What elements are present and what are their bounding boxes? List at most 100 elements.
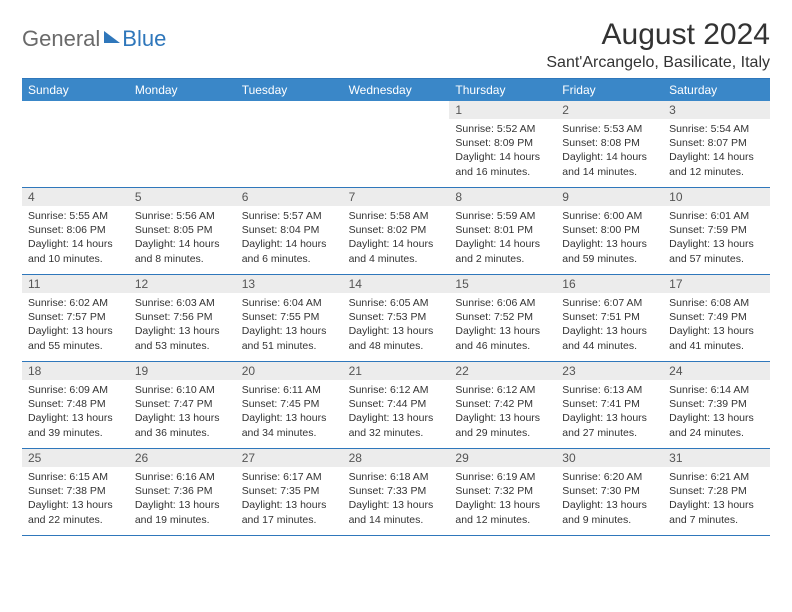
sunset-line: Sunset: 7:56 PM — [135, 310, 230, 324]
daylight-line: Daylight: 13 hours and 22 minutes. — [28, 498, 123, 526]
day-number: 29 — [449, 449, 556, 467]
day-number: 11 — [22, 275, 129, 293]
day-number: 25 — [22, 449, 129, 467]
sunset-line: Sunset: 7:48 PM — [28, 397, 123, 411]
sunrise-line: Sunrise: 6:09 AM — [28, 383, 123, 397]
day-cell: 7Sunrise: 5:58 AMSunset: 8:02 PMDaylight… — [343, 188, 450, 274]
sunset-line: Sunset: 7:39 PM — [669, 397, 764, 411]
day-number: 26 — [129, 449, 236, 467]
day-number: 24 — [663, 362, 770, 380]
day-cell: 6Sunrise: 5:57 AMSunset: 8:04 PMDaylight… — [236, 188, 343, 274]
daylight-line: Daylight: 14 hours and 8 minutes. — [135, 237, 230, 265]
sunrise-line: Sunrise: 6:13 AM — [562, 383, 657, 397]
daylight-line: Daylight: 13 hours and 36 minutes. — [135, 411, 230, 439]
day-cell: 17Sunrise: 6:08 AMSunset: 7:49 PMDayligh… — [663, 275, 770, 361]
day-number: 27 — [236, 449, 343, 467]
day-cell: 31Sunrise: 6:21 AMSunset: 7:28 PMDayligh… — [663, 449, 770, 535]
day-number: 7 — [343, 188, 450, 206]
day-details: Sunrise: 5:53 AMSunset: 8:08 PMDaylight:… — [556, 119, 663, 183]
logo-triangle-icon — [104, 31, 120, 43]
day-cell: 28Sunrise: 6:18 AMSunset: 7:33 PMDayligh… — [343, 449, 450, 535]
day-details: Sunrise: 6:07 AMSunset: 7:51 PMDaylight:… — [556, 293, 663, 357]
sunrise-line: Sunrise: 5:52 AM — [455, 122, 550, 136]
daylight-line: Daylight: 13 hours and 57 minutes. — [669, 237, 764, 265]
day-cell: 10Sunrise: 6:01 AMSunset: 7:59 PMDayligh… — [663, 188, 770, 274]
sunrise-line: Sunrise: 5:53 AM — [562, 122, 657, 136]
day-details: Sunrise: 5:58 AMSunset: 8:02 PMDaylight:… — [343, 206, 450, 270]
daylight-line: Daylight: 13 hours and 32 minutes. — [349, 411, 444, 439]
daylight-line: Daylight: 14 hours and 12 minutes. — [669, 150, 764, 178]
day-details: Sunrise: 6:18 AMSunset: 7:33 PMDaylight:… — [343, 467, 450, 531]
day-number: 8 — [449, 188, 556, 206]
sunrise-line: Sunrise: 6:15 AM — [28, 470, 123, 484]
day-details: Sunrise: 5:55 AMSunset: 8:06 PMDaylight:… — [22, 206, 129, 270]
logo: General Blue — [22, 18, 166, 52]
empty-cell — [236, 101, 343, 187]
sunset-line: Sunset: 7:52 PM — [455, 310, 550, 324]
sunset-line: Sunset: 8:09 PM — [455, 136, 550, 150]
day-cell: 26Sunrise: 6:16 AMSunset: 7:36 PMDayligh… — [129, 449, 236, 535]
daylight-line: Daylight: 13 hours and 19 minutes. — [135, 498, 230, 526]
day-cell: 23Sunrise: 6:13 AMSunset: 7:41 PMDayligh… — [556, 362, 663, 448]
day-details: Sunrise: 6:19 AMSunset: 7:32 PMDaylight:… — [449, 467, 556, 531]
sunrise-line: Sunrise: 6:04 AM — [242, 296, 337, 310]
sunrise-line: Sunrise: 6:18 AM — [349, 470, 444, 484]
empty-cell — [129, 101, 236, 187]
week-row: 4Sunrise: 5:55 AMSunset: 8:06 PMDaylight… — [22, 188, 770, 275]
daylight-line: Daylight: 13 hours and 48 minutes. — [349, 324, 444, 352]
sunset-line: Sunset: 7:36 PM — [135, 484, 230, 498]
day-details: Sunrise: 6:16 AMSunset: 7:36 PMDaylight:… — [129, 467, 236, 531]
day-number: 12 — [129, 275, 236, 293]
sunrise-line: Sunrise: 5:57 AM — [242, 209, 337, 223]
sunset-line: Sunset: 7:32 PM — [455, 484, 550, 498]
sunset-line: Sunset: 7:55 PM — [242, 310, 337, 324]
daylight-line: Daylight: 14 hours and 6 minutes. — [242, 237, 337, 265]
day-details: Sunrise: 6:09 AMSunset: 7:48 PMDaylight:… — [22, 380, 129, 444]
day-number: 15 — [449, 275, 556, 293]
week-row: 18Sunrise: 6:09 AMSunset: 7:48 PMDayligh… — [22, 362, 770, 449]
daylight-line: Daylight: 13 hours and 51 minutes. — [242, 324, 337, 352]
day-details: Sunrise: 5:52 AMSunset: 8:09 PMDaylight:… — [449, 119, 556, 183]
daylight-line: Daylight: 13 hours and 55 minutes. — [28, 324, 123, 352]
day-details: Sunrise: 6:15 AMSunset: 7:38 PMDaylight:… — [22, 467, 129, 531]
daylight-line: Daylight: 13 hours and 17 minutes. — [242, 498, 337, 526]
daylight-line: Daylight: 14 hours and 2 minutes. — [455, 237, 550, 265]
day-number: 22 — [449, 362, 556, 380]
weekday-header-cell: Thursday — [449, 79, 556, 101]
day-cell: 12Sunrise: 6:03 AMSunset: 7:56 PMDayligh… — [129, 275, 236, 361]
day-number: 9 — [556, 188, 663, 206]
sunset-line: Sunset: 7:28 PM — [669, 484, 764, 498]
sunset-line: Sunset: 8:00 PM — [562, 223, 657, 237]
day-number: 21 — [343, 362, 450, 380]
day-cell: 30Sunrise: 6:20 AMSunset: 7:30 PMDayligh… — [556, 449, 663, 535]
empty-cell — [22, 101, 129, 187]
sunrise-line: Sunrise: 5:59 AM — [455, 209, 550, 223]
day-number: 17 — [663, 275, 770, 293]
day-number: 19 — [129, 362, 236, 380]
sunset-line: Sunset: 7:45 PM — [242, 397, 337, 411]
day-cell: 25Sunrise: 6:15 AMSunset: 7:38 PMDayligh… — [22, 449, 129, 535]
day-cell: 24Sunrise: 6:14 AMSunset: 7:39 PMDayligh… — [663, 362, 770, 448]
sunset-line: Sunset: 7:38 PM — [28, 484, 123, 498]
day-details: Sunrise: 6:14 AMSunset: 7:39 PMDaylight:… — [663, 380, 770, 444]
day-cell: 18Sunrise: 6:09 AMSunset: 7:48 PMDayligh… — [22, 362, 129, 448]
weekday-header-row: SundayMondayTuesdayWednesdayThursdayFrid… — [22, 79, 770, 101]
day-details: Sunrise: 5:57 AMSunset: 8:04 PMDaylight:… — [236, 206, 343, 270]
location-subtitle: Sant'Arcangelo, Basilicate, Italy — [546, 54, 770, 72]
sunrise-line: Sunrise: 6:07 AM — [562, 296, 657, 310]
sunset-line: Sunset: 7:49 PM — [669, 310, 764, 324]
day-number: 20 — [236, 362, 343, 380]
day-details: Sunrise: 6:21 AMSunset: 7:28 PMDaylight:… — [663, 467, 770, 531]
daylight-line: Daylight: 13 hours and 34 minutes. — [242, 411, 337, 439]
sunrise-line: Sunrise: 6:10 AM — [135, 383, 230, 397]
weeks-container: 1Sunrise: 5:52 AMSunset: 8:09 PMDaylight… — [22, 101, 770, 536]
day-details: Sunrise: 6:03 AMSunset: 7:56 PMDaylight:… — [129, 293, 236, 357]
day-number: 16 — [556, 275, 663, 293]
logo-text-blue: Blue — [122, 26, 166, 52]
day-details: Sunrise: 5:56 AMSunset: 8:05 PMDaylight:… — [129, 206, 236, 270]
daylight-line: Daylight: 13 hours and 39 minutes. — [28, 411, 123, 439]
day-cell: 13Sunrise: 6:04 AMSunset: 7:55 PMDayligh… — [236, 275, 343, 361]
sunset-line: Sunset: 8:08 PM — [562, 136, 657, 150]
weekday-header-cell: Friday — [556, 79, 663, 101]
day-number: 10 — [663, 188, 770, 206]
